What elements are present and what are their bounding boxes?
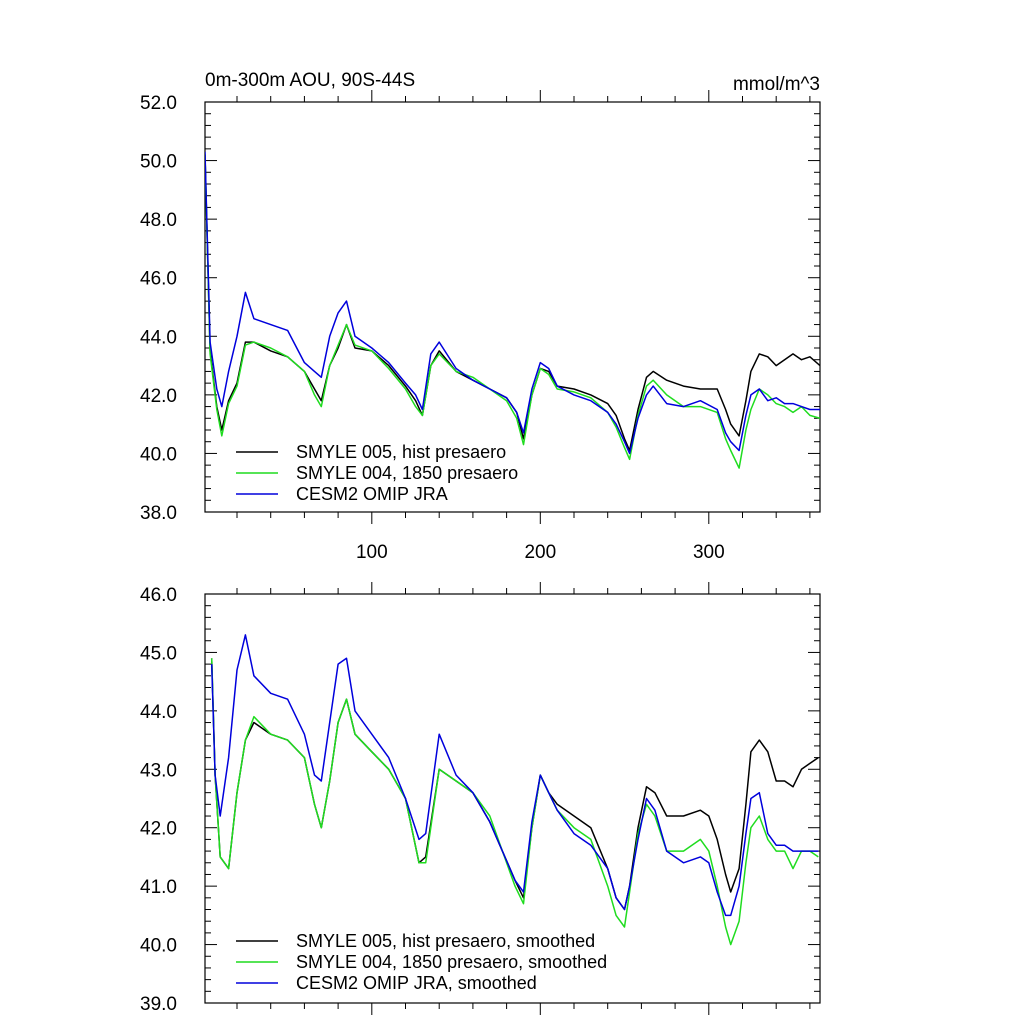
legend-label: SMYLE 005, hist presaero, smoothed xyxy=(296,931,595,951)
y-tick-label: 40.0 xyxy=(140,444,177,465)
y-tick-label: 50.0 xyxy=(140,152,177,173)
y-tick-label: 39.0 xyxy=(140,994,177,1015)
legend-label: SMYLE 004, 1850 presaero xyxy=(296,463,518,483)
y-tick-label: 48.0 xyxy=(140,210,177,231)
legend-label: CESM2 OMIP JRA xyxy=(296,484,448,504)
y-tick-label: 46.0 xyxy=(140,269,177,290)
x-tick-label: 200 xyxy=(524,542,556,563)
series-group xyxy=(210,634,819,946)
chart-title: 0m-300m AOU, 90S-44S xyxy=(205,70,415,91)
chart-panel-1: 38.0 40.0 42.0 44.0 46.0 48.0 50.0 52.0 100 200 30… xyxy=(140,70,821,563)
y-tick-label: 44.0 xyxy=(140,702,177,723)
y-tick-label: 38.0 xyxy=(140,503,177,524)
plot-frame xyxy=(204,101,821,513)
y-tick-label: 42.0 xyxy=(140,819,177,840)
y-tick-label: 40.0 xyxy=(140,936,177,957)
chart-panel-2: 39.0 40.0 41.0 42.0 43.0 44.0 45.0 46.0 SMYLE 00… xyxy=(140,582,821,1015)
x-tick-label: 300 xyxy=(693,542,725,563)
units-label: mmol/m^3 xyxy=(733,74,820,95)
y-tick-label: 41.0 xyxy=(140,877,177,898)
series-line-3 xyxy=(210,634,819,917)
y-tick-label: 43.0 xyxy=(140,760,177,781)
series-line-2 xyxy=(205,154,820,469)
legend-label: SMYLE 004, 1850 presaero, smoothed xyxy=(296,952,607,972)
legend-label: SMYLE 005, hist presaero xyxy=(296,442,506,462)
x-tick-label: 100 xyxy=(356,542,388,563)
y-tick-label: 42.0 xyxy=(140,386,177,407)
legend-label: CESM2 OMIP JRA, smoothed xyxy=(296,973,537,993)
series-line-1 xyxy=(210,658,819,911)
series-group xyxy=(205,151,820,469)
y-tick-label: 45.0 xyxy=(140,643,177,664)
y-tick-label: 44.0 xyxy=(140,327,177,348)
series-line-3 xyxy=(205,151,820,455)
series-line-2 xyxy=(210,658,819,946)
y-tick-label: 52.0 xyxy=(140,93,177,114)
y-tick-label: 46.0 xyxy=(140,585,177,606)
plot-frame xyxy=(204,593,821,1004)
